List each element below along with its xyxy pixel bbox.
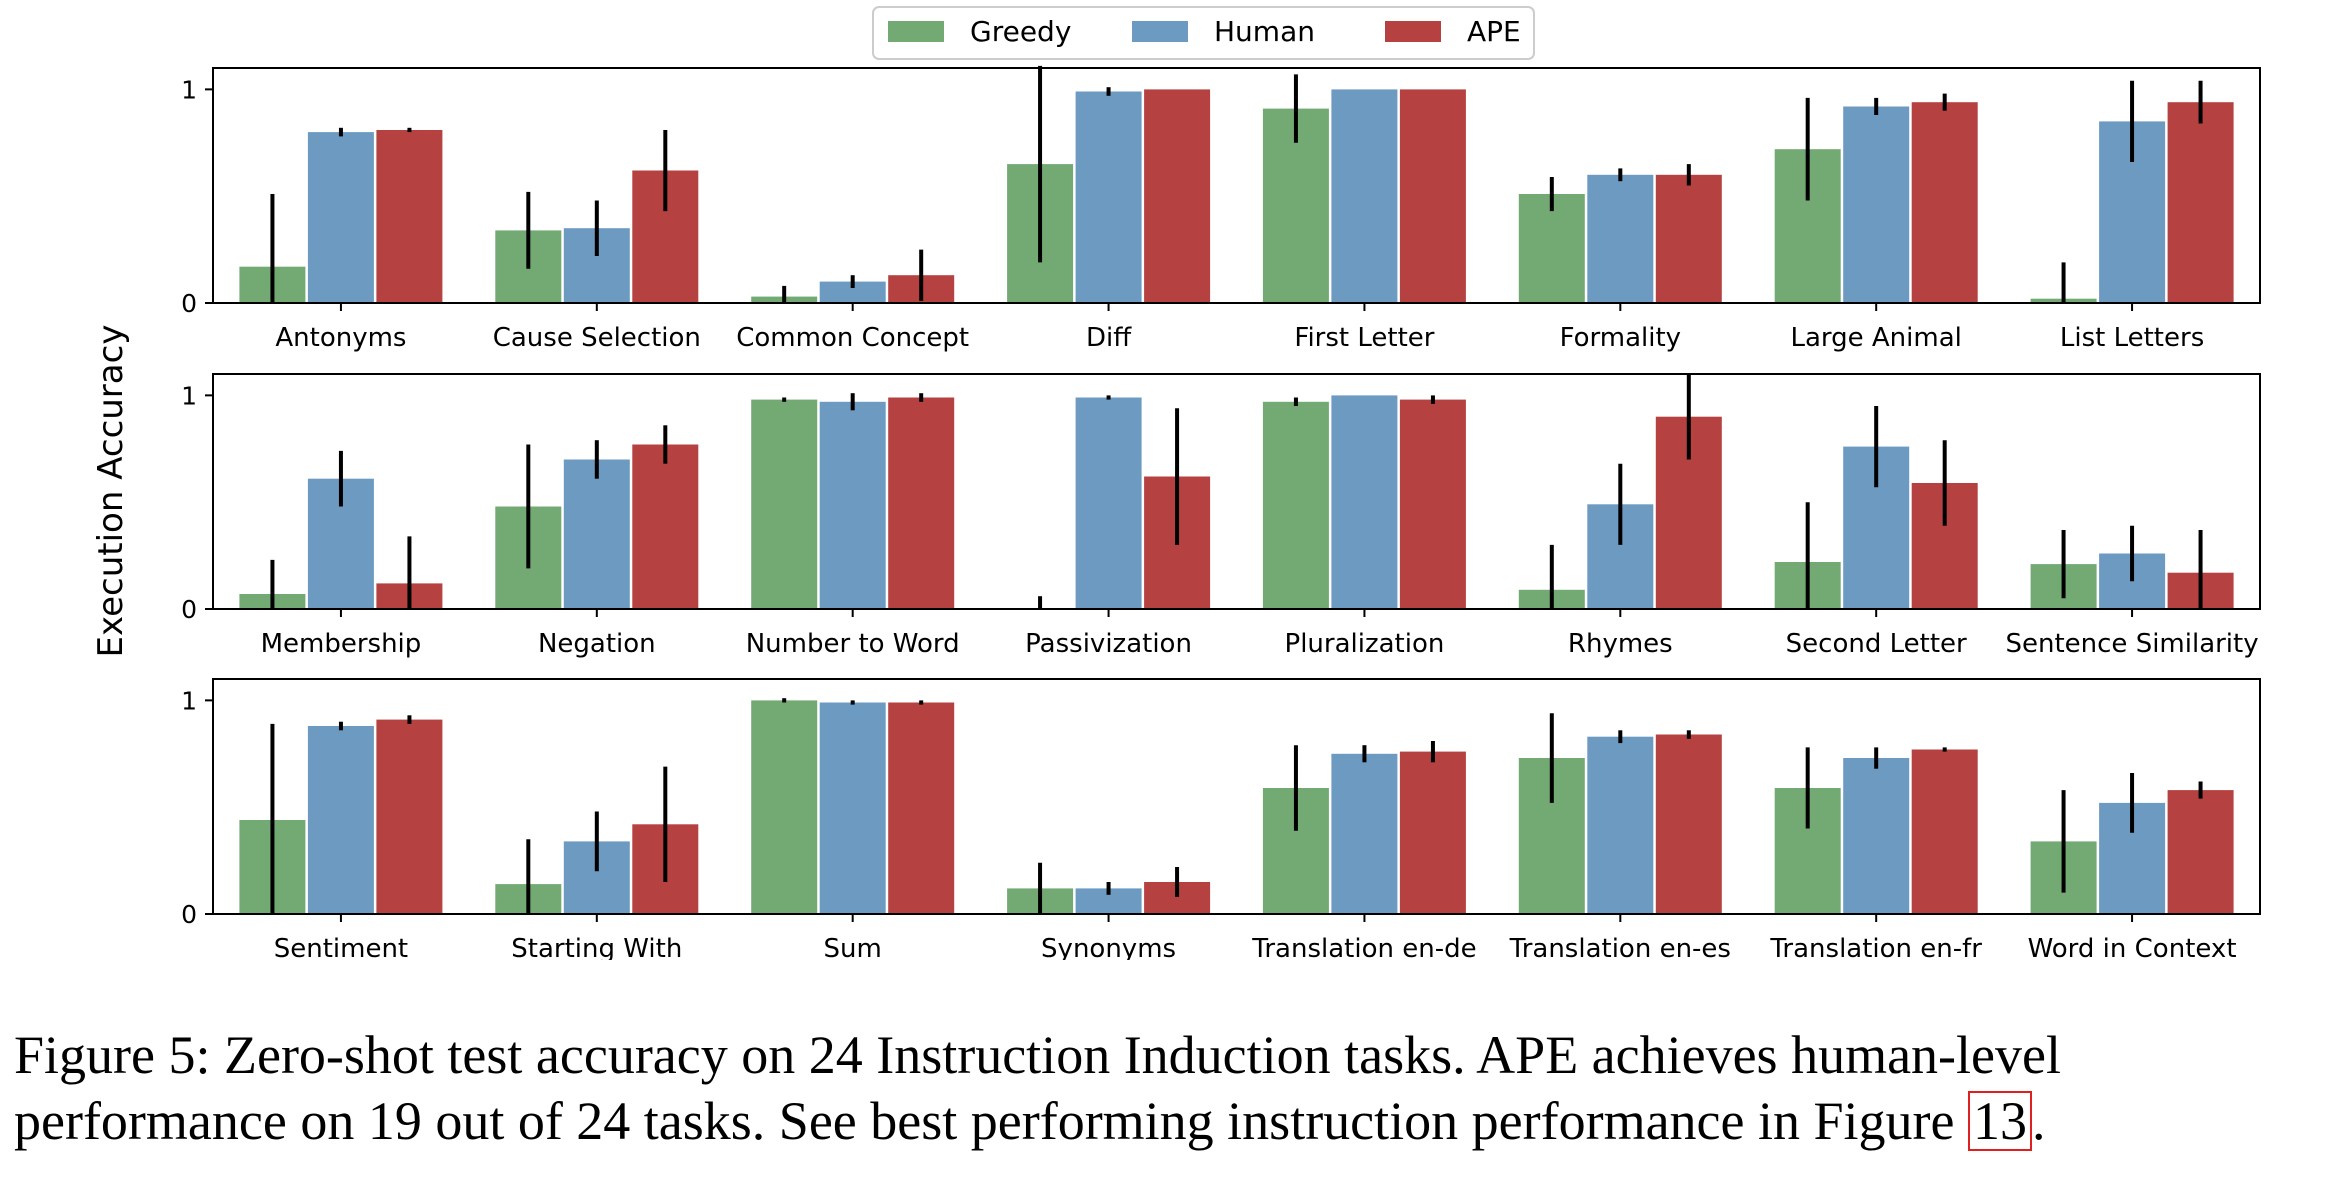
category-label-sentiment: Sentiment [274, 934, 408, 960]
category-label-negation: Negation [538, 629, 656, 659]
bar-ape-large-animal [1911, 102, 1978, 303]
figure-caption: Figure 5: Zero-shot test accuracy on 24 … [14, 1022, 2344, 1154]
panel-frame-1 [212, 67, 2261, 304]
legend-swatch-ape [1385, 21, 1441, 42]
legend-box [872, 6, 1535, 60]
bar-human-formality [1587, 174, 1654, 303]
category-label-translation-en-es: Translation en-es [1509, 934, 1731, 960]
category-label-cause-selection: Cause Selection [493, 323, 701, 353]
category-label-large-animal: Large Animal [1790, 323, 1961, 353]
bar-ape-antonyms [376, 130, 443, 303]
bar-ape-sum [888, 702, 955, 914]
category-label-rhymes: Rhymes [1568, 629, 1673, 659]
bar-greedy-number-to-word [751, 399, 818, 609]
category-label-starting-with: Starting With [511, 934, 682, 960]
bar-human-large-animal [1843, 106, 1910, 303]
bar-human-translation-en-de [1331, 753, 1398, 914]
bar-ape-number-to-word [888, 397, 955, 609]
legend-swatch-greedy [888, 21, 944, 42]
bar-ape-negation [632, 444, 699, 609]
category-label-antonyms: Antonyms [275, 323, 406, 353]
legend-swatch-human [1132, 21, 1188, 42]
bar-ape-first-letter [1399, 89, 1466, 304]
category-label-first-letter: First Letter [1294, 323, 1434, 353]
panel-frame-2 [212, 373, 2261, 610]
caption-end: . [2031, 1091, 2046, 1151]
bar-human-sum [819, 702, 886, 914]
bar-ape-translation-en-de [1399, 751, 1466, 914]
category-label-formality: Formality [1560, 323, 1681, 353]
bar-human-translation-en-fr [1843, 758, 1910, 914]
figure-reference-link[interactable]: 13 [1967, 1091, 2032, 1151]
category-label-common-concept: Common Concept [736, 323, 969, 353]
bar-human-number-to-word [819, 401, 886, 609]
y-axis-label: Execution Accuracy [91, 325, 131, 658]
bar-human-negation [563, 459, 630, 609]
category-label-second-letter: Second Letter [1786, 629, 1967, 659]
bar-ape-translation-en-fr [1911, 749, 1978, 914]
bar-human-antonyms [307, 132, 374, 303]
y-tick-label: 0 [181, 900, 197, 929]
category-label-pluralization: Pluralization [1285, 629, 1445, 659]
bar-ape-pluralization [1399, 399, 1466, 609]
y-tick-label: 1 [181, 686, 197, 715]
category-label-sum: Sum [824, 934, 882, 960]
legend-label-ape: APE [1467, 15, 1521, 48]
y-tick-label: 0 [181, 595, 197, 624]
category-label-number-to-word: Number to Word [746, 629, 960, 659]
bar-ape-diff [1144, 89, 1211, 304]
bar-ape-formality [1655, 174, 1722, 303]
bar-ape-sentiment [376, 719, 443, 914]
y-tick-label: 0 [181, 289, 197, 318]
bar-human-pluralization [1331, 395, 1398, 609]
category-label-list-letters: List Letters [2060, 323, 2204, 353]
bar-human-first-letter [1331, 89, 1398, 304]
bar-human-sentiment [307, 726, 374, 914]
category-label-membership: Membership [261, 629, 422, 659]
y-tick-label: 1 [181, 381, 197, 410]
bar-human-passivization [1075, 397, 1142, 609]
caption-text: Figure 5: Zero-shot test accuracy on 24 … [14, 1025, 2061, 1151]
category-label-sentence-similarity: Sentence Similarity [2005, 629, 2258, 659]
category-label-synonyms: Synonyms [1041, 934, 1176, 960]
bar-ape-translation-en-es [1655, 734, 1722, 914]
panel-frame-3 [212, 678, 2261, 915]
bar-ape-list-letters [2167, 102, 2234, 303]
bar-greedy-sum [751, 700, 818, 914]
chart-svg: 0 1 Antonyms Cause Selection Common Concept D… [91, 6, 2261, 964]
legend-label-human: Human [1214, 15, 1315, 48]
bar-ape-word-in-context [2167, 790, 2234, 914]
bar-human-diff [1075, 91, 1142, 303]
category-label-diff: Diff [1086, 323, 1132, 353]
category-label-translation-en-fr: Translation en-fr [1769, 934, 1982, 960]
category-label-translation-en-de: Translation en-de [1251, 934, 1476, 960]
category-label-passivization: Passivization [1025, 629, 1192, 659]
bar-human-translation-en-es [1587, 736, 1654, 914]
legend-label-greedy: Greedy [970, 15, 1071, 48]
figure-chart: 0 1 Antonyms Cause Selection Common Concept D… [91, 6, 2261, 964]
y-tick-label: 1 [181, 75, 197, 104]
bar-greedy-formality [1518, 194, 1585, 303]
bar-human-common-concept [819, 281, 886, 303]
category-label-word-in-context: Word in Context [2028, 934, 2237, 960]
bar-greedy-pluralization [1262, 401, 1329, 609]
